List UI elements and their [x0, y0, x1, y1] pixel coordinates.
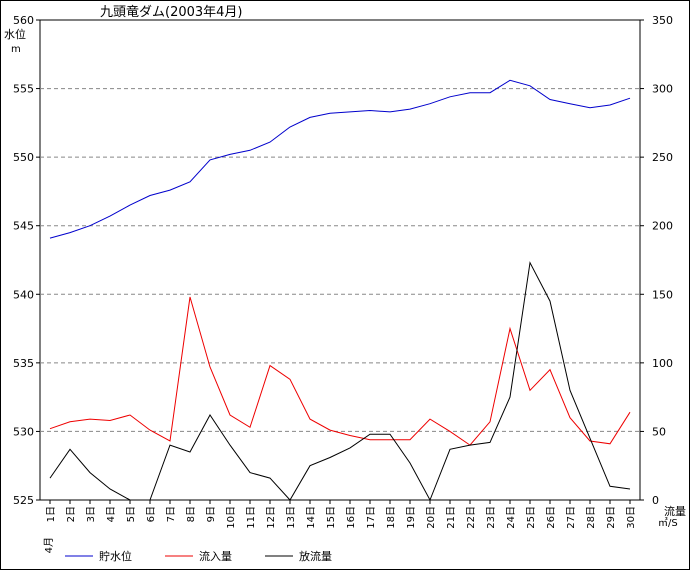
x-axis-tick-label: 19日	[406, 506, 417, 529]
x-axis-tick-label: 24日	[506, 506, 517, 529]
x-axis-tick-label: 12日	[266, 506, 277, 529]
x-axis-tick-label: 25日	[526, 506, 537, 529]
x-axis-tick-label: 5日	[126, 506, 137, 522]
legend-label: 流入量	[199, 549, 232, 563]
x-axis-tick-label: 26日	[546, 506, 557, 529]
x-axis-tick-label: 15日	[326, 506, 337, 529]
x-axis-tick-label: 16日	[346, 506, 357, 529]
legend-label: 貯水位	[99, 549, 132, 563]
x-axis-tick-label: 9日	[206, 506, 217, 522]
x-axis-tick-label: 17日	[366, 506, 377, 529]
x-axis-tick-label: 29日	[606, 506, 617, 529]
left-axis-tick-label: 555	[13, 83, 34, 96]
x-axis-tick-label: 11日	[246, 506, 257, 529]
plot-area	[39, 19, 641, 501]
x-axis-tick-label: 1日	[46, 506, 57, 522]
x-axis-tick-label: 30日	[626, 506, 637, 529]
series-line-1	[49, 79, 631, 239]
left-axis-tick-label: 550	[13, 151, 34, 164]
right-axis-tick-label: 250	[652, 151, 673, 164]
series-line-2	[49, 296, 631, 446]
right-axis-tick-label: 50	[652, 425, 666, 438]
x-axis-tick-label: 4日	[106, 506, 117, 522]
x-axis-tick-label: 6日	[146, 506, 157, 522]
x-axis-tick-label: 20日	[426, 506, 437, 529]
left-axis-tick-label: 525	[13, 494, 34, 507]
x-axis-tick-label: 8日	[186, 506, 197, 522]
left-axis-tick-label: 560	[13, 14, 34, 27]
right-axis-tick-label: 150	[652, 288, 673, 301]
x-axis-tick-label: 22日	[466, 506, 477, 529]
x-axis-tick-label: 28日	[586, 506, 597, 529]
x-axis-tick-label: 21日	[446, 506, 457, 529]
x-axis-tick-label: 10日	[226, 506, 237, 529]
left-axis-tick-label: 540	[13, 288, 34, 301]
right-axis-label: 流量	[664, 504, 686, 518]
x-axis-tick-label: 27日	[566, 506, 577, 529]
series-line-3	[49, 261, 631, 502]
x-axis-tick-label: 7日	[166, 506, 177, 522]
x-axis-tick-label: 23日	[486, 506, 497, 529]
x-axis-tick-label: 3日	[86, 506, 97, 522]
left-axis-tick-label: 545	[13, 220, 34, 233]
x-axis-tick-label: 2日	[66, 506, 77, 522]
x-axis-tick-label: 18日	[386, 506, 397, 529]
left-axis-label: 水位	[4, 27, 26, 41]
month-label: 4月	[43, 537, 55, 553]
right-axis-tick-label: 100	[652, 357, 673, 370]
left-axis-unit: m	[11, 44, 21, 55]
right-axis-tick-label: 0	[652, 494, 659, 507]
right-axis-tick-label: 350	[652, 14, 673, 27]
x-axis-tick-label: 14日	[306, 506, 317, 529]
x-axis-tick-label: 13日	[286, 506, 297, 529]
chart-title: 九頭竜ダム(2003年4月)	[100, 5, 243, 20]
left-axis-tick-label: 535	[13, 357, 34, 370]
left-axis-tick-label: 530	[13, 425, 34, 438]
right-axis-tick-label: 300	[652, 83, 673, 96]
right-axis-unit: ㎥/S	[658, 516, 678, 529]
legend-label: 放流量	[299, 549, 332, 563]
right-axis-tick-label: 200	[652, 220, 673, 233]
